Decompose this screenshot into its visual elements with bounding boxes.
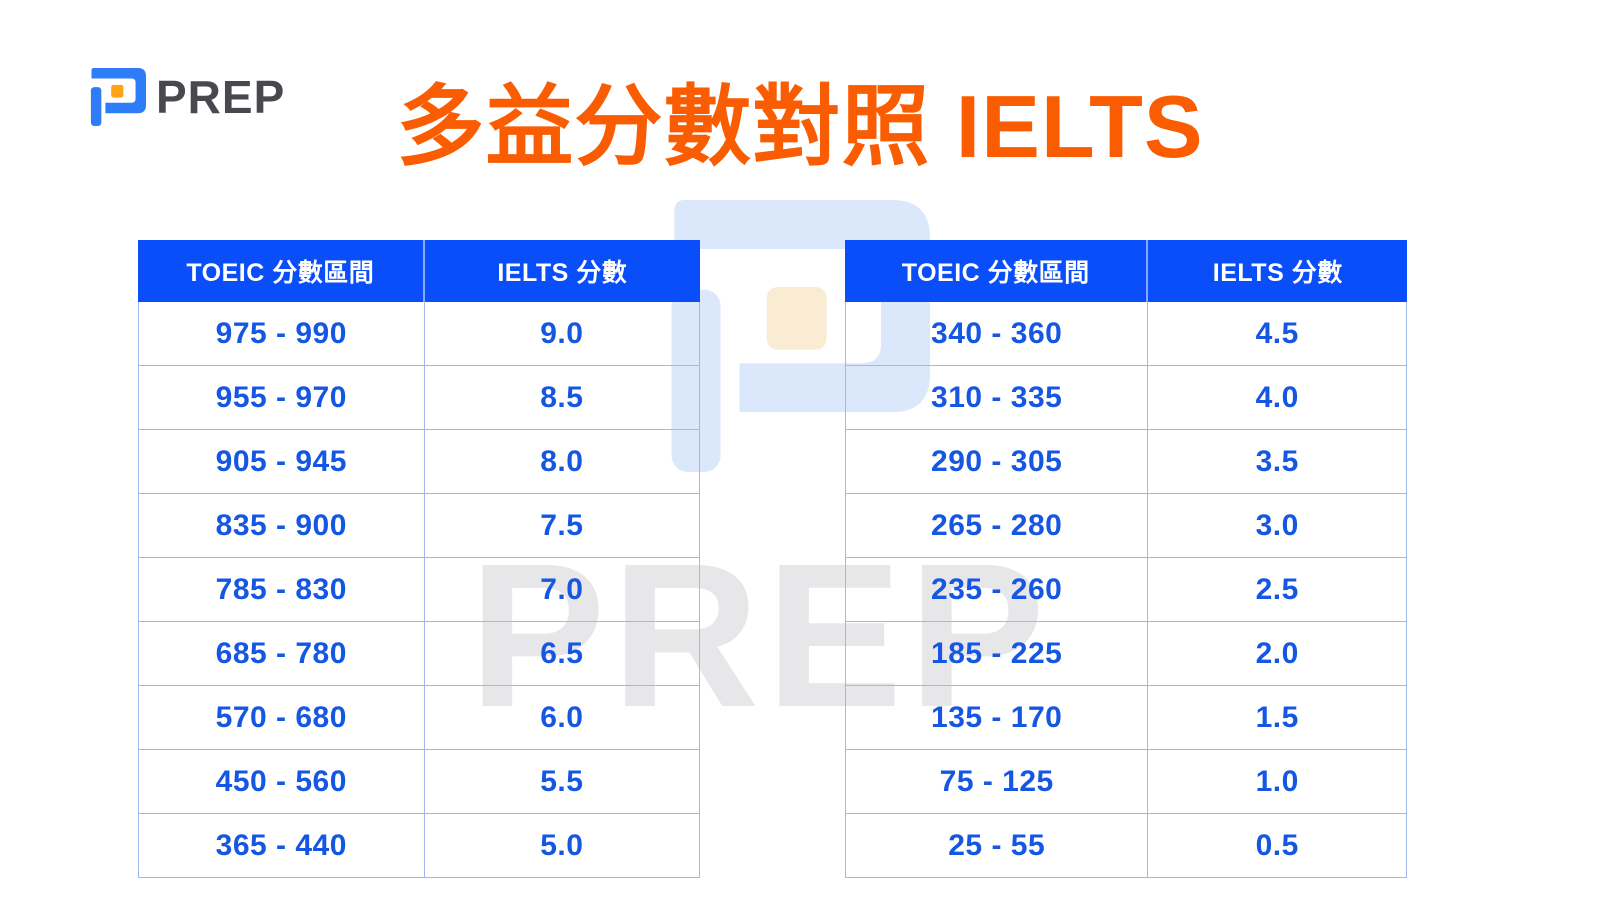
ielts-score-cell: 9.0	[540, 316, 584, 350]
table-row: 265 - 280 3.0	[846, 493, 1406, 557]
ielts-score-cell: 7.5	[540, 508, 584, 542]
ielts-score-cell: 5.0	[540, 828, 584, 862]
prep-logo: PREP	[88, 68, 285, 126]
ielts-score-cell: 3.0	[1255, 508, 1299, 542]
toeic-range-cell: 570 - 680	[139, 686, 425, 749]
toeic-range-cell: 365 - 440	[139, 814, 425, 877]
table-row: 135 - 170 1.5	[846, 685, 1406, 749]
toeic-range-cell: 25 - 55	[846, 814, 1149, 877]
prep-logo-text: PREP	[156, 71, 286, 123]
column-header-ielts: IELTS 分數	[1212, 259, 1343, 287]
toeic-range-cell: 135 - 170	[846, 686, 1149, 749]
ielts-score-cell: 1.0	[1255, 764, 1299, 798]
toeic-range-cell: 340 - 360	[846, 302, 1149, 365]
table-row: 905 - 945 8.0	[139, 429, 699, 493]
toeic-range-cell: 905 - 945	[139, 430, 425, 493]
ielts-score-cell: 5.5	[540, 764, 584, 798]
toeic-range-cell: 450 - 560	[139, 750, 425, 813]
ielts-score-cell: 6.5	[540, 636, 584, 670]
table-row: 685 - 780 6.5	[139, 621, 699, 685]
toeic-range-cell: 955 - 970	[139, 366, 425, 429]
table-row: 185 - 225 2.0	[846, 621, 1406, 685]
toeic-range-cell: 785 - 830	[139, 558, 425, 621]
table-row: 785 - 830 7.0	[139, 557, 699, 621]
toeic-range-cell: 685 - 780	[139, 622, 425, 685]
table-row: 955 - 970 8.5	[139, 365, 699, 429]
ielts-score-cell: 8.0	[540, 444, 584, 478]
table-body: 975 - 990 9.0 955 - 970 8.5 905 - 945 8.…	[138, 302, 700, 878]
table-row: 365 - 440 5.0	[139, 813, 699, 877]
prep-logo-icon	[88, 68, 146, 126]
ielts-score-cell: 6.0	[540, 700, 584, 734]
ielts-score-cell: 7.0	[540, 572, 584, 606]
toeic-range-cell: 835 - 900	[139, 494, 425, 557]
column-header-ielts: IELTS 分數	[497, 259, 628, 287]
ielts-score-cell: 2.0	[1255, 636, 1299, 670]
toeic-range-cell: 185 - 225	[846, 622, 1149, 685]
page-title: 多益分數對照 IELTS	[396, 77, 1204, 176]
toeic-range-cell: 265 - 280	[846, 494, 1149, 557]
toeic-range-cell: 235 - 260	[846, 558, 1149, 621]
toeic-ielts-table-left: TOEIC 分數區間 IELTS 分數 975 - 990 9.0 955 - …	[138, 240, 700, 878]
toeic-range-cell: 310 - 335	[846, 366, 1149, 429]
ielts-score-cell: 2.5	[1255, 572, 1299, 606]
table-row: 75 - 125 1.0	[846, 749, 1406, 813]
table-row: 340 - 360 4.5	[846, 302, 1406, 365]
ielts-score-cell: 8.5	[540, 380, 584, 414]
column-header-toeic: TOEIC 分數區間	[138, 240, 425, 302]
toeic-range-cell: 975 - 990	[139, 302, 425, 365]
table-row: 235 - 260 2.5	[846, 557, 1406, 621]
column-header-toeic: TOEIC 分數區間	[845, 240, 1149, 302]
table-row: 25 - 55 0.5	[846, 813, 1406, 877]
table-row: 450 - 560 5.5	[139, 749, 699, 813]
table-header-row: TOEIC 分數區間 IELTS 分數	[138, 240, 700, 302]
ielts-score-cell: 4.0	[1255, 380, 1299, 414]
table-header-row: TOEIC 分數區間 IELTS 分數	[845, 240, 1407, 302]
toeic-ielts-table-right: TOEIC 分數區間 IELTS 分數 340 - 360 4.5 310 - …	[845, 240, 1407, 878]
toeic-range-cell: 290 - 305	[846, 430, 1149, 493]
table-body: 340 - 360 4.5 310 - 335 4.0 290 - 305 3.…	[845, 302, 1407, 878]
ielts-score-cell: 0.5	[1255, 828, 1299, 862]
toeic-range-cell: 75 - 125	[846, 750, 1149, 813]
table-row: 835 - 900 7.5	[139, 493, 699, 557]
ielts-score-cell: 1.5	[1255, 700, 1299, 734]
table-row: 570 - 680 6.0	[139, 685, 699, 749]
table-row: 310 - 335 4.0	[846, 365, 1406, 429]
ielts-score-cell: 3.5	[1255, 444, 1299, 478]
table-row: 290 - 305 3.5	[846, 429, 1406, 493]
ielts-score-cell: 4.5	[1255, 316, 1299, 350]
table-row: 975 - 990 9.0	[139, 302, 699, 365]
